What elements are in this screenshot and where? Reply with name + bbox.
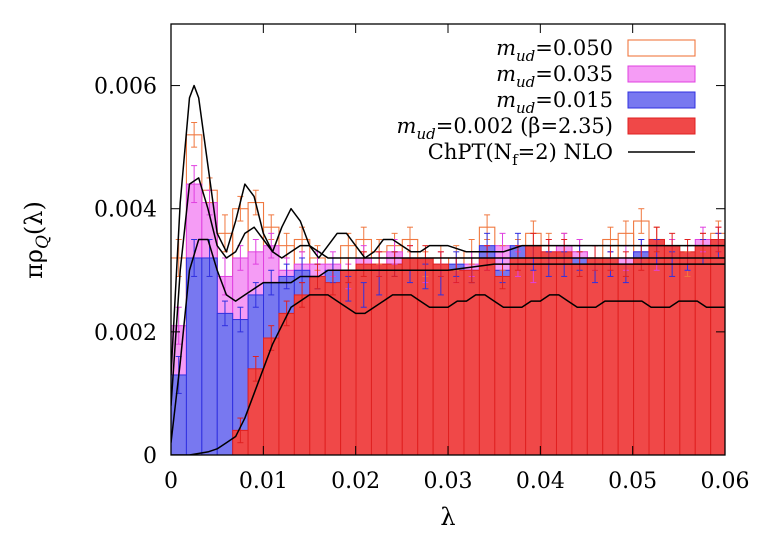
bar-m002-bin-35: [710, 239, 725, 455]
x-tick-label: 0.06: [701, 469, 750, 494]
errorbar-m002-bin-35: [715, 226, 722, 253]
bar-m002-bin-34: [694, 245, 712, 455]
bar-m002-bin-26: [571, 263, 588, 455]
legend-swatch: [627, 117, 696, 135]
bar-m002-bin-25: [555, 251, 573, 455]
errorbar-m035-bin-0: [175, 306, 182, 345]
chpt-curve-2: [171, 238, 725, 443]
legend-label: mud=0.050: [496, 36, 613, 65]
bar-m002-bin-27: [586, 257, 604, 455]
bar-m002-bin-31: [648, 239, 665, 455]
errorbar-m015-bin-12: [360, 282, 367, 308]
y-axis-title: πρQ(λ): [20, 201, 53, 279]
errorbar-m002-bin-31: [653, 226, 660, 253]
bar-m002-bin-33: [679, 251, 696, 455]
bar-m002-bin-28: [602, 257, 619, 455]
chpt-curve-0: [171, 84, 725, 376]
bar-m015-bin-2: [201, 257, 218, 455]
bar-m002-bin-9: [309, 275, 326, 455]
x-tick-label: 0.03: [424, 469, 473, 494]
errorbar-m050-bin-1: [191, 122, 198, 148]
errorbar-m002-bin-17: [437, 251, 444, 277]
x-tick-label: 0: [164, 469, 178, 494]
errorbar-m002-bin-8: [299, 282, 306, 308]
errorbar-m002-bin-7: [283, 300, 290, 327]
errorbar-m015-bin-7: [283, 263, 290, 290]
legend-entry-m050: mud=0.050: [496, 36, 696, 65]
legend-label: mud=0.002 (β=2.35): [397, 114, 613, 143]
errorbar-m002-bin-13: [376, 251, 383, 277]
bar-m015-bin-3: [216, 312, 234, 455]
y-tick-label: 0.006: [94, 75, 157, 100]
legend-swatch: [627, 65, 696, 83]
x-tick-label: 0.05: [608, 469, 657, 494]
errorbar-m002-bin-5: [252, 355, 259, 382]
bar-m002-bin-24: [540, 251, 557, 455]
x-axis-title: λ: [440, 503, 455, 531]
legend-label: ChPT(Nf=2) NLO: [428, 140, 613, 169]
bar-m002-bin-29: [617, 263, 635, 455]
bar-m002-bin-5: [247, 368, 265, 455]
errorbar-m002-bin-4: [237, 417, 244, 444]
x-tick-label: 0.01: [239, 469, 288, 494]
bar-m015-bin-1: [185, 257, 203, 455]
errorbar-m015-bin-1: [191, 239, 198, 277]
bar-m002-bin-14: [386, 263, 403, 455]
x-tick-label: 0.02: [331, 469, 380, 494]
legend-label: mud=0.035: [496, 62, 613, 91]
legend-entry-m035: mud=0.035: [496, 62, 696, 91]
legend-label: mud=0.015: [496, 88, 613, 117]
bar-m002-bin-32: [663, 245, 681, 455]
errorbar-m015-bin-3: [221, 300, 228, 327]
errorbar-m035-bin-5: [252, 239, 259, 265]
errorbar-m002-bin-14: [391, 251, 398, 277]
bar-m002-bin-8: [293, 294, 311, 455]
chpt-curve-1: [171, 177, 725, 406]
chpt-curves: [171, 84, 725, 455]
x-axis: 0 0.01 0.02 0.03 0.04 0.05 0.06: [164, 24, 749, 494]
legend-swatch: [627, 39, 696, 57]
y-axis: 0 0.002 0.004 0.006: [94, 75, 725, 469]
bar-m002-bin-6: [263, 337, 280, 455]
errorbar-m035-bin-1: [191, 165, 198, 204]
svg-text:πρQ(λ): πρQ(λ): [20, 201, 53, 279]
x-tick-label: 0.04: [516, 469, 565, 494]
bar-m002-bin-22: [509, 257, 527, 455]
bar-m002-bin-15: [401, 257, 419, 455]
legend-entry-chpt: ChPT(Nf=2) NLO: [428, 140, 695, 169]
legend-entry-m002: mud=0.002 (β=2.35): [397, 114, 696, 143]
bar-m002-bin-7: [278, 312, 295, 455]
bar-m002-bin-10: [324, 282, 342, 455]
y-tick-label: 0: [143, 444, 157, 469]
y-tick-label: 0.004: [94, 198, 157, 223]
y-tick-label: 0.002: [94, 321, 157, 346]
bar-m002-bin-20: [478, 257, 496, 455]
errorbar-m035-bin-6: [268, 232, 275, 259]
legend-swatch: [627, 91, 696, 109]
bar-m002-bin-30: [633, 257, 650, 455]
bar-m002-bin-18: [448, 269, 465, 455]
chpt-curve-3: [171, 294, 725, 455]
legend-entry-m015: mud=0.015: [496, 88, 696, 117]
errorbar-m015-bin-5: [252, 282, 259, 308]
errorbar-m050-bin-30: [638, 208, 645, 234]
errorbar-m015-bin-4: [237, 306, 244, 333]
